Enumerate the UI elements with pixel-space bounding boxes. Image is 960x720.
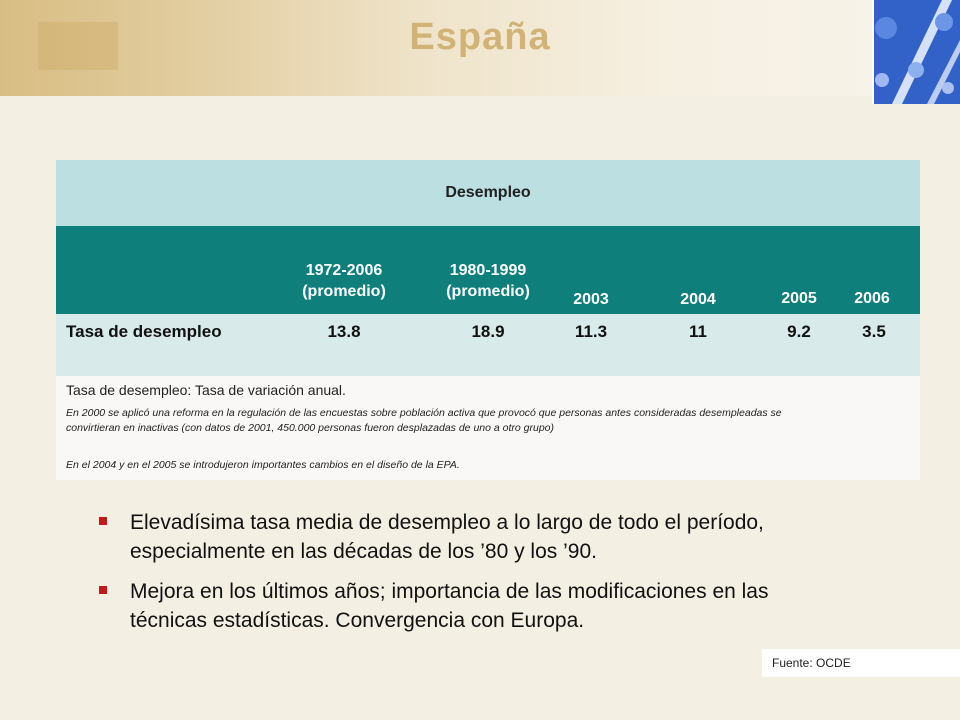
column-header: 1980-1999 (promedio) (428, 260, 548, 302)
column-header-line: (promedio) (302, 283, 386, 300)
table-header: 1972-2006 (promedio) 1980-1999 (promedio… (56, 226, 920, 314)
source-label: Fuente: OCDE (762, 649, 960, 677)
bullet-text: Mejora en los últimos años; importancia … (130, 580, 769, 632)
bullet-list: Elevadísima tasa media de desempleo a lo… (96, 508, 816, 646)
column-header: 2006 (854, 290, 890, 307)
list-item: Elevadísima tasa media de desempleo a lo… (96, 508, 816, 566)
column-header-line: 1972-2006 (305, 262, 383, 279)
column-header-line: (promedio) (446, 283, 530, 300)
table-cell: 18.9 (471, 322, 505, 341)
table-cell: 11 (689, 322, 707, 341)
table-cell: 13.8 (327, 322, 361, 341)
bullet-text: Elevadísima tasa media de desempleo a lo… (130, 511, 764, 563)
note-epa: En el 2004 y en el 2005 se introdujeron … (66, 459, 460, 471)
column-header-line: 1980-1999 (449, 262, 527, 279)
bullet-square-icon (99, 586, 107, 594)
list-item: Mejora en los últimos años; importancia … (96, 577, 816, 635)
table-cell: 3.5 (862, 322, 886, 341)
title-decoration (38, 22, 118, 70)
note-reform: En 2000 se aplicó una reforma en la regu… (66, 407, 782, 434)
column-header: 2003 (573, 291, 609, 308)
note-main: Tasa de desempleo: Tasa de variación anu… (66, 382, 346, 398)
table-cell: 9.2 (787, 322, 811, 341)
column-header: 2004 (680, 291, 716, 308)
table-title: Desempleo (56, 160, 920, 226)
column-header: 1972-2006 (promedio) (284, 260, 404, 302)
column-header: 2005 (781, 290, 817, 307)
table-cell: 11.3 (574, 322, 608, 341)
table-notes: Tasa de desempleo: Tasa de variación anu… (56, 376, 920, 480)
slide-title: España (409, 16, 551, 58)
table-row: Tasa de desempleo 13.8 18.9 11.3 11 9.2 … (56, 314, 920, 376)
bullet-square-icon (99, 517, 107, 525)
corner-decoration-image (872, 0, 960, 104)
title-band (0, 0, 960, 96)
row-label: Tasa de desempleo (66, 322, 222, 341)
